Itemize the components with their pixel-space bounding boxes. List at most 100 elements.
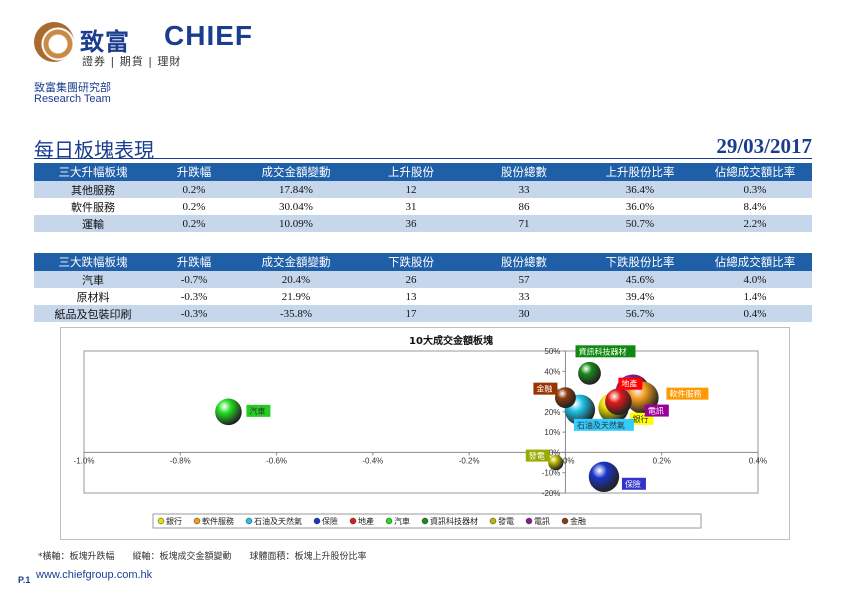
legend-entry: 電訊 — [534, 516, 550, 526]
table-cell: 71 — [466, 215, 582, 232]
column-header: 成交金額變動 — [236, 253, 356, 271]
legend-swatch — [385, 517, 393, 525]
bubble-label-box — [621, 477, 646, 490]
table-cell: 0.2% — [152, 215, 236, 232]
column-header: 佔總成交額比率 — [698, 253, 812, 271]
bubble-金融 — [554, 387, 576, 409]
chief-logo: 致富 CHIEF 證券 | 期貨 | 理財 — [34, 20, 284, 68]
table-row: 原材料 -0.3% 21.9% 13 33 39.4% 1.4% — [34, 288, 812, 305]
bubble-label-box — [533, 382, 558, 395]
legend-swatch — [313, 517, 321, 525]
legend-entry: 保險 — [322, 516, 338, 526]
bubble-保險 — [588, 461, 620, 492]
legend-entry: 資訊科技器材 — [430, 516, 478, 526]
legend-swatch — [157, 517, 165, 525]
x-tick-label: 0.0% — [556, 456, 574, 465]
page-number: P.1 — [18, 575, 31, 585]
chart-footnote: *橫軸：板塊升跌幅 縱軸：板塊成交金額變動 球體面積：板塊上升股份比率 — [38, 552, 367, 562]
legend-entry: 汽車 — [394, 516, 410, 526]
chief-logo-icon — [34, 22, 74, 62]
x-tick-label: 0.4% — [749, 456, 767, 465]
table-cell: 8.4% — [698, 198, 812, 215]
bubble-label-box — [644, 404, 669, 417]
legend-swatch — [525, 517, 533, 525]
column-header: 升跌幅 — [152, 253, 236, 271]
top-losers-table: 三大跌幅板塊 升跌幅 成交金額變動 下跌股份 股份總數 下跌股份比率 佔總成交額… — [34, 253, 812, 322]
x-tick-label: -0.8% — [170, 456, 191, 465]
bubble-label: 地產 — [621, 379, 637, 389]
bubble-資訊科技器材 — [578, 361, 601, 385]
bubble-label-box — [246, 404, 271, 417]
y-tick-label: -10% — [542, 469, 561, 478]
sector-name: 原材料 — [34, 288, 152, 305]
bubble-chart: 10大成交金額板塊 -1.0% -0.8% -0.6% -0.4% -0.2% 0.0% 0… — [60, 327, 790, 540]
column-header: 成交金額變動 — [236, 163, 356, 181]
bubble-label: 金融 — [536, 384, 552, 394]
table-cell: 39.4% — [582, 288, 698, 305]
column-header: 三大跌幅板塊 — [34, 253, 152, 271]
column-header: 升跌幅 — [152, 163, 236, 181]
table-row: 汽車 -0.7% 20.4% 26 57 45.6% 4.0% — [34, 271, 812, 288]
column-header: 下跌股份 — [356, 253, 466, 271]
bubble-label: 電訊 — [648, 406, 664, 416]
legend-entry: 地產 — [358, 516, 374, 526]
table-cell: -35.8% — [236, 305, 356, 322]
y-tick-label: 40% — [544, 367, 560, 376]
legend-entry: 軟件服務 — [202, 516, 234, 526]
sector-name: 其他服務 — [34, 181, 152, 198]
table-cell: 0.2% — [152, 181, 236, 198]
legend-entry: 發電 — [498, 517, 514, 526]
sector-name: 汽車 — [34, 271, 152, 288]
table-cell: 13 — [356, 288, 466, 305]
plot-area — [83, 350, 759, 494]
bubble-chart-svg: 10大成交金額板塊 -1.0% -0.8% -0.6% -0.4% -0.2% 0.0% 0… — [74, 334, 767, 529]
table-cell: 2.2% — [698, 215, 812, 232]
website-link[interactable]: www.chiefgroup.com.hk — [36, 569, 153, 581]
table-cell: 30 — [466, 305, 582, 322]
x-tick-label: -1.0% — [74, 456, 95, 465]
table-cell: 33 — [466, 288, 582, 305]
logo-chinese-name: 致富 — [80, 28, 130, 56]
top-gainers-table: 三大升幅板塊 升跌幅 成交金額變動 上升股份 股份總數 上升股份比率 佔總成交額… — [34, 163, 812, 232]
y-tick-label: -20% — [542, 489, 561, 498]
table-header-row: 三大升幅板塊 升跌幅 成交金額變動 上升股份 股份總數 上升股份比率 佔總成交額… — [34, 163, 812, 181]
table-cell: 31 — [356, 198, 466, 215]
table-cell: 57 — [466, 271, 582, 288]
table-cell: 33 — [466, 181, 582, 198]
table-cell: 50.7% — [582, 215, 698, 232]
table-cell: 0.3% — [698, 181, 812, 198]
table-row: 紙品及包裝印刷 -0.3% -35.8% 17 30 56.7% 0.4% — [34, 305, 812, 322]
table-cell: -0.3% — [152, 288, 236, 305]
table-header-row: 三大跌幅板塊 升跌幅 成交金額變動 下跌股份 股份總數 下跌股份比率 佔總成交額… — [34, 253, 812, 271]
logo-english-name: CHIEF — [164, 20, 253, 51]
bubble-label-box — [573, 418, 634, 431]
bubble-label-box — [618, 377, 643, 390]
table-cell: 12 — [356, 181, 466, 198]
bubble-label: 資訊科技器材 — [579, 346, 627, 356]
legend-swatch — [561, 517, 569, 525]
table-row: 軟件服務 0.2% 30.04% 31 86 36.0% 8.4% — [34, 198, 812, 215]
legend-entry: 金融 — [570, 516, 586, 526]
bubble-label: 銀行 — [633, 414, 649, 424]
table-cell: -0.7% — [152, 271, 236, 288]
sector-name: 軟件服務 — [34, 198, 152, 215]
x-tick-label: -0.2% — [459, 456, 480, 465]
bubble-label-box — [575, 345, 636, 358]
bubble-label: 發電 — [529, 452, 545, 461]
department-chinese: 致富集團研究部 — [34, 81, 111, 94]
table-cell: 1.4% — [698, 288, 812, 305]
title-divider — [34, 158, 812, 159]
table-cell: -0.3% — [152, 305, 236, 322]
legend-swatch — [193, 517, 201, 525]
y-tick-label: 0% — [549, 448, 561, 457]
bubble-汽車 — [215, 398, 242, 426]
legend-entry: 石油及天然氣 — [254, 516, 302, 526]
table-cell: 17 — [356, 305, 466, 322]
bubble-地產 — [605, 388, 632, 416]
x-tick-label: -0.4% — [362, 456, 383, 465]
table-row: 運輸 0.2% 10.09% 36 71 50.7% 2.2% — [34, 215, 812, 232]
legend-entry: 銀行 — [166, 516, 182, 526]
column-header: 股份總數 — [466, 163, 582, 181]
table-cell: 45.6% — [582, 271, 698, 288]
column-header: 上升股份 — [356, 163, 466, 181]
